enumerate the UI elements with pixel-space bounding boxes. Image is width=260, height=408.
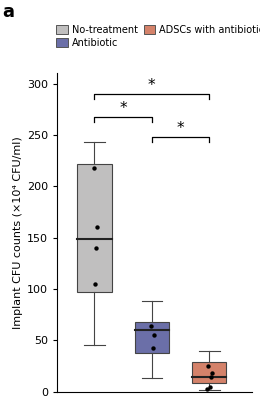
Point <box>208 383 212 390</box>
Text: *: * <box>148 78 156 93</box>
Bar <box>192 362 226 384</box>
Point <box>94 245 98 251</box>
Text: a: a <box>3 3 15 22</box>
Point <box>151 344 155 351</box>
Point <box>205 385 209 392</box>
Bar <box>135 322 169 353</box>
Point <box>210 370 214 377</box>
Text: *: * <box>119 100 127 115</box>
Y-axis label: Implant CFU counts (×10⁴ CFU/ml): Implant CFU counts (×10⁴ CFU/ml) <box>13 136 23 329</box>
Point <box>152 332 157 339</box>
Point <box>95 224 99 231</box>
Point <box>209 374 213 381</box>
Bar <box>77 164 112 292</box>
Point <box>92 164 96 171</box>
Point <box>206 363 211 369</box>
Point <box>149 323 153 329</box>
Legend: No-treatment, Antibiotic, ADSCs with antibiotic: No-treatment, Antibiotic, ADSCs with ant… <box>52 21 260 52</box>
Text: *: * <box>177 121 184 136</box>
Point <box>93 281 97 287</box>
